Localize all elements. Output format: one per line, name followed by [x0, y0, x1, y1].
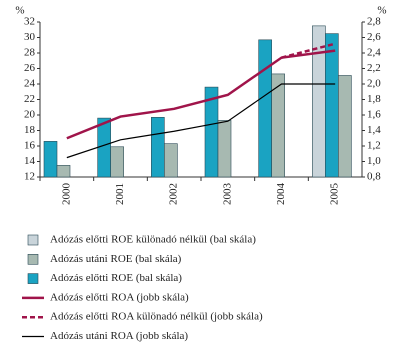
line: [66, 83, 336, 159]
legend-label: Adózás előtti ROA (jobb skála): [50, 291, 189, 303]
bar: [56, 165, 71, 178]
bar: [97, 117, 111, 178]
bar: [164, 143, 178, 178]
x-tick-label: 2002: [168, 183, 180, 205]
legend-swatch: [27, 254, 39, 265]
y-tick-label: 28: [24, 47, 36, 59]
x-tick-label: 2004: [275, 183, 287, 206]
bar: [325, 33, 339, 178]
y2-tick-label: 2,4: [367, 47, 381, 59]
y2-axis-label: %: [377, 5, 386, 17]
y2-tick-label: 2,0: [367, 78, 381, 90]
y-tick-label: 26: [24, 62, 36, 74]
bar: [110, 146, 124, 178]
y-tick-label: 16: [24, 140, 36, 152]
y-tick-label: 20: [24, 109, 36, 121]
y-tick-label: 24: [24, 78, 36, 90]
y2-tick-label: 1,2: [367, 140, 381, 152]
bar: [217, 120, 232, 178]
y2-tick-label: 1,8: [367, 93, 381, 105]
y-tick-label: 32: [24, 16, 35, 28]
legend-label: Adózás előtti ROE különadó nélkül (bal s…: [50, 234, 256, 246]
x-tick-label: 2000: [60, 183, 72, 206]
legend-label: Adózás utáni ROE (bal skála): [50, 253, 182, 265]
x-tick-label: 2005: [329, 183, 341, 206]
legend-label: Adózás előtti ROA különadó nélkül (jobb …: [50, 311, 263, 323]
x-tick-label: 2001: [114, 183, 126, 205]
y-tick-label: 22: [24, 93, 35, 105]
bar: [258, 39, 272, 178]
legend-swatch: [27, 234, 39, 246]
y2-tick-label: 2,8: [367, 16, 381, 28]
legend-label: Adózás előtti ROE (bal skála): [50, 272, 182, 284]
bar: [271, 73, 285, 178]
bar: [43, 141, 58, 178]
y-axis-label: %: [15, 5, 24, 17]
y-tick-label: 30: [24, 31, 36, 43]
bar: [151, 117, 165, 178]
x-tick-label: 2003: [221, 183, 233, 206]
bar: [338, 75, 352, 178]
line: [281, 42, 336, 59]
legend-label: Adózás utáni ROA (jobb skála): [50, 330, 188, 342]
y2-tick-label: 1,0: [367, 155, 381, 167]
y2-tick-label: 2,2: [367, 62, 381, 74]
y2-tick-label: 2,6: [367, 31, 381, 43]
y2-tick-label: 1,6: [367, 109, 381, 121]
y2-tick-label: 0,8: [367, 171, 381, 183]
legend-swatch: [27, 273, 39, 284]
y2-tick-label: 1,4: [367, 124, 381, 136]
y-tick-label: 12: [24, 171, 35, 183]
y-tick-label: 18: [24, 124, 36, 136]
y-tick-label: 14: [24, 155, 36, 167]
